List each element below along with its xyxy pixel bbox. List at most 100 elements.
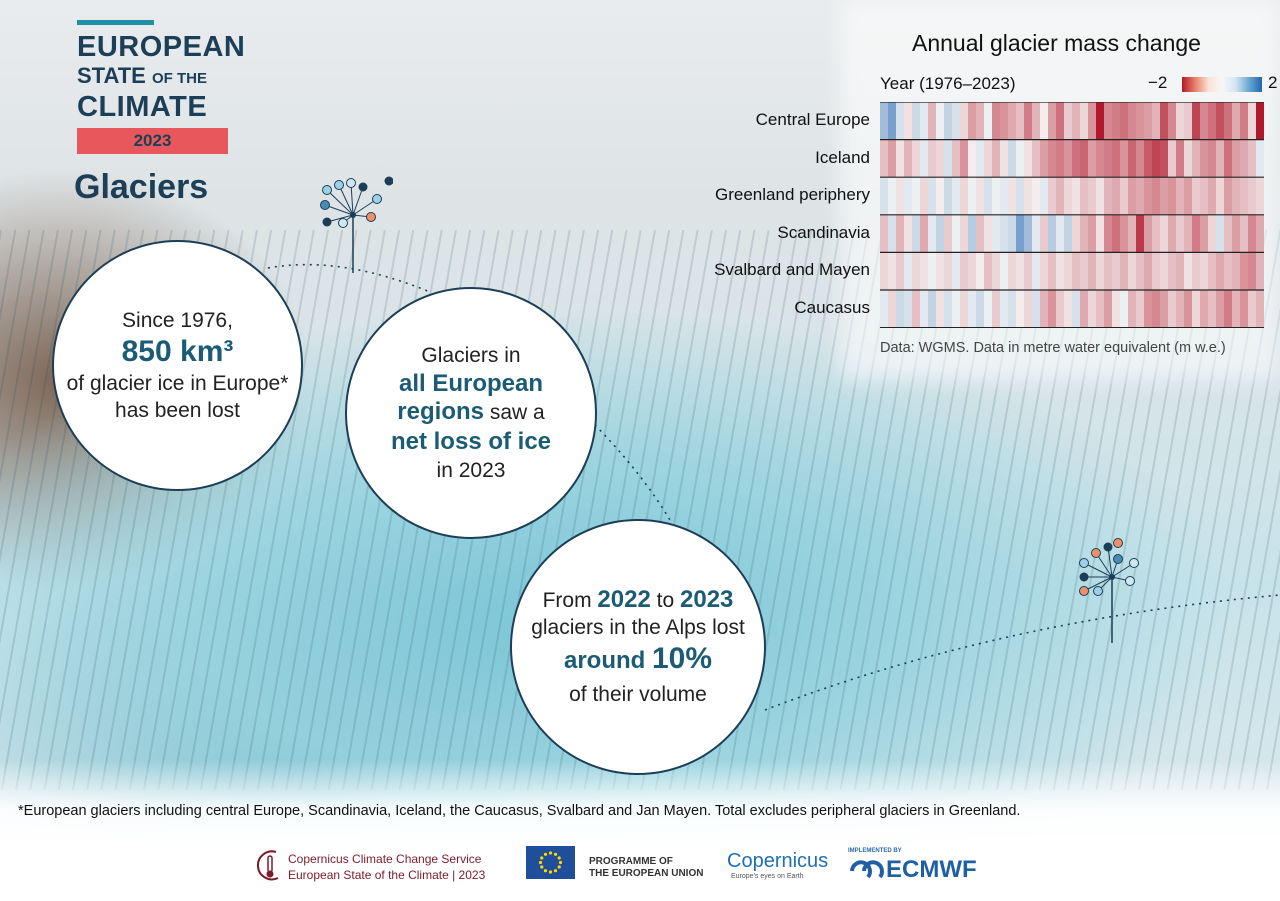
heatmap-cell: [1024, 252, 1033, 290]
heatmap-cell: [1032, 139, 1041, 178]
heatmap-cell: [1136, 177, 1145, 215]
brand-logo: EUROPEAN STATE OF THE CLIMATE 2023: [77, 20, 245, 154]
heatmap-cell: [1136, 214, 1145, 253]
heatmap-cell: [1080, 252, 1089, 290]
bubble2-line2: regions saw a: [397, 398, 544, 426]
heatmap-cell: [904, 214, 913, 253]
heatmap-cell: [1128, 177, 1137, 215]
heatmap-cell: [1224, 102, 1233, 140]
heatmap-cell: [976, 139, 985, 178]
heatmap-cell: [928, 139, 937, 178]
heatmap-cell: [1192, 290, 1201, 328]
heatmap-cell: [1056, 177, 1065, 215]
eu-line-1: PROGRAMME OF: [589, 856, 673, 867]
heatmap-cell: [1224, 177, 1233, 215]
heatmap-cell: [1160, 214, 1169, 253]
heatmap-cell: [1048, 252, 1057, 290]
c3s-line-2: European State of the Climate | 2023: [288, 868, 486, 882]
heatmap-cell: [1216, 102, 1225, 140]
bubble3-l2: glaciers in the Alps lost: [531, 616, 745, 639]
heatmap-cell: [1080, 139, 1089, 178]
bubble2-l2: saw a: [483, 401, 545, 424]
ecmwf-tag: IMPLEMENTED BY: [848, 848, 902, 854]
heatmap-cell: [984, 139, 993, 178]
heatmap-cell: [904, 139, 913, 178]
heatmap-cell: [1152, 102, 1161, 140]
legend-max-label: 2: [1268, 73, 1278, 92]
heatmap-cell: [976, 290, 985, 328]
heatmap-cell: [1120, 252, 1129, 290]
heatmap-cell: [1184, 214, 1193, 253]
heatmap: [880, 102, 1264, 328]
heatmap-cell: [1000, 252, 1009, 290]
heatmap-cell: [1032, 102, 1041, 140]
heatmap-row-label: Caucasus: [794, 298, 870, 317]
heatmap-cell: [1072, 102, 1081, 140]
heatmap-cell: [1040, 102, 1049, 140]
heatmap-cell: [992, 290, 1001, 328]
data-source: Data: WGMS. Data in metre water equivale…: [880, 340, 1226, 356]
heatmap-cell: [904, 177, 913, 215]
heatmap-cell: [1088, 177, 1097, 215]
heatmap-cell: [1168, 177, 1177, 215]
heatmap-cell: [1224, 139, 1233, 178]
heatmap-cell: [1248, 139, 1257, 178]
flower-icon-2: [1079, 538, 1139, 643]
heatmap-cell: [968, 252, 977, 290]
heatmap-cell: [984, 252, 993, 290]
heatmap-cell: [1184, 139, 1193, 178]
heatmap-cell: [1160, 252, 1169, 290]
heatmap-cell: [1008, 290, 1017, 328]
heatmap-cell: [1008, 214, 1017, 253]
heatmap-cell: [1216, 252, 1225, 290]
heatmap-cell: [1240, 177, 1249, 215]
heatmap-cell: [1104, 214, 1113, 253]
heatmap-cell: [896, 139, 905, 178]
heatmap-cell: [1168, 139, 1177, 178]
heatmap-cell: [1144, 177, 1153, 215]
heatmap-cell: [912, 177, 921, 215]
heatmap-cell: [1032, 252, 1041, 290]
heatmap-cell: [904, 290, 913, 328]
heatmap-cell: [1056, 290, 1065, 328]
heatmap-cell: [1144, 290, 1153, 328]
heatmap-cell: [1072, 252, 1081, 290]
heatmap-cell: [1024, 139, 1033, 178]
heatmap-cell: [920, 252, 929, 290]
legend-color-scale: [1182, 77, 1262, 92]
heatmap-cell: [1048, 177, 1057, 215]
stat-bubble-ice-loss: Since 1976, 850 km³ of glacier ice in Eu…: [52, 240, 303, 491]
heatmap-cell: [888, 139, 897, 178]
heatmap-cell: [1032, 214, 1041, 253]
heatmap-cell: [1024, 290, 1033, 328]
heatmap-cell: [1160, 139, 1169, 178]
eu-line-2: THE EUROPEAN UNION: [589, 868, 704, 879]
heatmap-cell: [1168, 214, 1177, 253]
heatmap-cell: [1160, 290, 1169, 328]
heatmap-cell: [912, 139, 921, 178]
heatmap-cell: [1208, 177, 1217, 215]
heatmap-cell: [976, 252, 985, 290]
heatmap-cell: [984, 214, 993, 253]
heatmap-cell: [992, 102, 1001, 140]
heatmap-cell: [888, 177, 897, 215]
heatmap-cell: [1176, 290, 1185, 328]
heatmap-cell: [1136, 252, 1145, 290]
heatmap-row-label: Greenland periphery: [715, 185, 870, 205]
heatmap-cell: [1176, 139, 1185, 178]
bubble1-value: 850 km³: [121, 335, 234, 368]
heatmap-cell: [904, 102, 913, 140]
heatmap-cell: [1144, 139, 1153, 178]
heatmap-cell: [1240, 290, 1249, 328]
heatmap-cell: [1096, 290, 1105, 328]
heatmap-cell: [952, 214, 961, 253]
heatmap-cell: [1256, 252, 1264, 290]
heatmap-cell: [1080, 214, 1089, 253]
heatmap-cell: [952, 252, 961, 290]
heatmap-cell: [944, 177, 953, 215]
heatmap-cell: [1104, 177, 1113, 215]
legend-min-label: −2: [1148, 73, 1168, 92]
heatmap-cell: [1152, 139, 1161, 178]
flower-icon: [320, 176, 393, 273]
heatmap-cell: [880, 214, 889, 253]
